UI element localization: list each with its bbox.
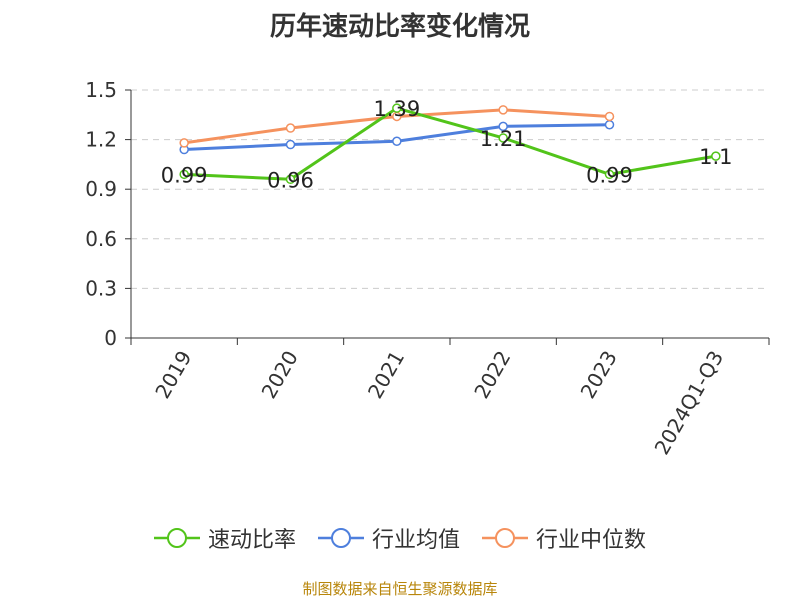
x-tick-label: 2021	[363, 347, 409, 403]
data-point	[711, 151, 721, 161]
x-tick-label: 2022	[469, 346, 515, 402]
axes: 0 0.3 0.6 0.9 1.2 1.5 2019 2020 2021 2022 2023 2024…	[85, 78, 770, 459]
legend: 速动比率 行业均值 行业中位数	[0, 521, 800, 555]
legend-label: 行业均值	[371, 528, 460, 553]
series-lines	[179, 103, 721, 185]
legend-line-marker-icon	[153, 528, 200, 548]
data-point	[604, 169, 615, 180]
y-tick-label: 0	[104, 326, 117, 350]
data-point	[604, 119, 615, 130]
y-tick-label: 0.3	[85, 276, 117, 300]
data-point	[179, 138, 189, 148]
y-tick-label: 0.9	[85, 177, 117, 201]
data-labels: 0.99 0.96 1.39 1.21 0.99 1.1	[161, 97, 733, 192]
legend-line-marker-icon	[317, 528, 364, 548]
x-tick-label: 2024Q1-Q3	[649, 347, 728, 459]
data-label: 0.96	[267, 168, 314, 192]
y-tick-label: 1.5	[85, 78, 117, 102]
data-point	[285, 123, 296, 133]
data-label: 0.99	[586, 163, 633, 187]
data-point	[498, 105, 508, 115]
series-line	[184, 106, 717, 181]
data-point	[392, 103, 402, 113]
y-tick-label: 1.2	[85, 128, 117, 152]
data-label: 1.39	[373, 97, 420, 121]
legend-item[interactable]: 行业中位数	[482, 522, 646, 554]
source-note: 制图数据来自恒生聚源数据库	[302, 580, 498, 598]
data-point	[498, 133, 508, 143]
data-label: 0.99	[161, 163, 208, 187]
legend-item[interactable]: 速动比率	[153, 522, 296, 554]
x-tick-label: 2023	[576, 347, 622, 403]
chart-title: 历年速动比率变化情况	[269, 12, 530, 42]
data-point	[392, 136, 402, 147]
data-point	[285, 139, 296, 150]
data-label: 1.21	[480, 127, 527, 151]
x-tick-label: 2020	[257, 347, 303, 403]
data-point	[498, 121, 508, 132]
legend-line-marker-icon	[482, 528, 528, 548]
grid-lines	[131, 89, 769, 289]
data-point	[604, 111, 615, 122]
legend-label: 行业中位数	[536, 528, 647, 553]
legend-item[interactable]: 行业均值	[317, 522, 460, 554]
data-point	[285, 174, 296, 185]
data-label: 1.1	[699, 145, 732, 169]
y-tick-label: 0.6	[85, 227, 117, 251]
data-point	[179, 169, 189, 180]
legend-label: 速动比率	[207, 528, 296, 553]
x-tick-label: 2019	[150, 347, 196, 403]
